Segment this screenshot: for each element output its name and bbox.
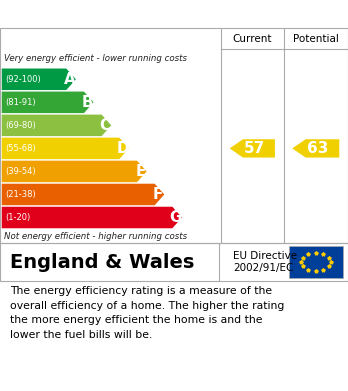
Text: Potential: Potential — [293, 34, 339, 44]
Text: E: E — [135, 164, 145, 179]
Text: The energy efficiency rating is a measure of the
overall efficiency of a home. T: The energy efficiency rating is a measur… — [10, 287, 285, 340]
Text: EU Directive
2002/91/EC: EU Directive 2002/91/EC — [233, 251, 297, 273]
Text: C: C — [100, 118, 111, 133]
Text: F: F — [153, 187, 163, 202]
Polygon shape — [2, 91, 94, 113]
Polygon shape — [2, 115, 111, 136]
Text: Very energy efficient - lower running costs: Very energy efficient - lower running co… — [4, 54, 187, 63]
Text: (92-100): (92-100) — [5, 75, 41, 84]
Text: 57: 57 — [244, 141, 265, 156]
Text: (55-68): (55-68) — [5, 144, 36, 153]
Text: (69-80): (69-80) — [5, 121, 36, 130]
Polygon shape — [2, 138, 129, 159]
Text: (39-54): (39-54) — [5, 167, 36, 176]
Polygon shape — [2, 161, 147, 182]
Text: (21-38): (21-38) — [5, 190, 36, 199]
Text: A: A — [64, 72, 76, 87]
Text: Current: Current — [232, 34, 272, 44]
Text: England & Wales: England & Wales — [10, 253, 195, 271]
Bar — [289, 246, 343, 278]
Text: (1-20): (1-20) — [5, 213, 31, 222]
Text: (81-91): (81-91) — [5, 98, 36, 107]
Text: D: D — [116, 141, 129, 156]
Text: G: G — [169, 210, 182, 225]
Polygon shape — [292, 139, 339, 158]
Polygon shape — [2, 68, 76, 90]
Text: B: B — [81, 95, 93, 110]
Polygon shape — [230, 139, 275, 158]
Polygon shape — [2, 184, 164, 205]
Text: Not energy efficient - higher running costs: Not energy efficient - higher running co… — [4, 231, 187, 240]
Polygon shape — [2, 207, 182, 228]
Text: Energy Efficiency Rating: Energy Efficiency Rating — [10, 7, 232, 22]
Text: 63: 63 — [307, 141, 329, 156]
